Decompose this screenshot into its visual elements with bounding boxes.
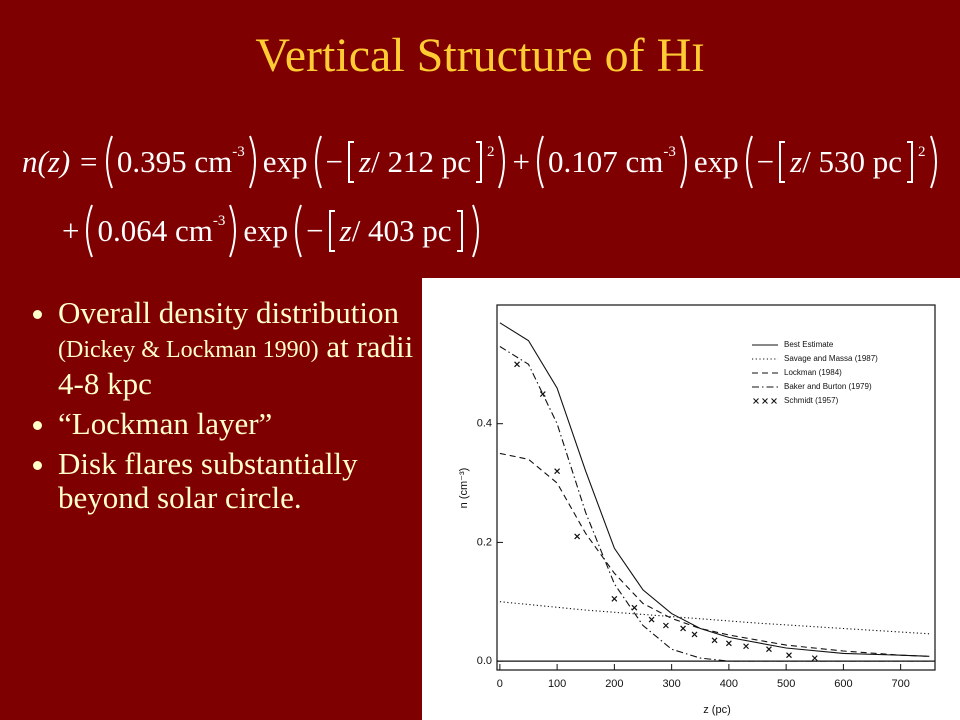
y-tick-label: 0.2 bbox=[477, 536, 492, 548]
equation-line: + 0.064 cm -3 exp − z / 403 pc bbox=[62, 203, 486, 259]
marker bbox=[743, 643, 749, 650]
x-tick-label: 400 bbox=[720, 678, 738, 690]
x-tick-label: 700 bbox=[891, 678, 909, 690]
paren bbox=[102, 134, 114, 190]
marker bbox=[611, 595, 618, 602]
paren bbox=[471, 203, 483, 259]
y-tick-label: 0.0 bbox=[477, 655, 492, 667]
plot-frame bbox=[496, 304, 936, 671]
marker bbox=[648, 616, 655, 623]
bullet-text: Disk flares substantially beyond solar c… bbox=[58, 446, 358, 515]
legend-label: Best Estimate bbox=[784, 340, 834, 349]
bullet: Disk flares substantially beyond solar c… bbox=[58, 447, 428, 515]
eq-power: 2 bbox=[486, 143, 495, 160]
bullet-text: “Lockman layer” bbox=[58, 406, 273, 441]
legend-label: Baker and Burton (1979) bbox=[784, 382, 872, 391]
bracket bbox=[777, 140, 787, 184]
eq-unit-exp: -3 bbox=[663, 143, 676, 160]
x-tick-label: 100 bbox=[548, 678, 566, 690]
marker bbox=[514, 361, 520, 368]
paren bbox=[228, 203, 240, 259]
eq-func: exp bbox=[693, 144, 739, 179]
slide-title: Vertical Structure of HI bbox=[0, 28, 960, 83]
eq-plus: + bbox=[62, 213, 80, 248]
eq-rest: / 212 pc bbox=[371, 144, 471, 179]
chart: z (pc) n (cm⁻³) 0 100 200 300 400 500 600 700 0.… bbox=[422, 278, 960, 720]
eq-plus: + bbox=[512, 144, 530, 179]
marker bbox=[631, 604, 638, 611]
eq-rest: / 530 pc bbox=[802, 144, 903, 179]
legend-label: Lockman (1984) bbox=[784, 368, 842, 377]
paren bbox=[497, 134, 509, 190]
x-tick-label: 0 bbox=[497, 678, 503, 690]
series-line bbox=[499, 452, 930, 657]
marker bbox=[766, 646, 772, 653]
bracket bbox=[905, 140, 915, 184]
paren bbox=[929, 134, 941, 190]
paren bbox=[82, 203, 94, 259]
series-line bbox=[499, 346, 930, 662]
eq-neg: − bbox=[756, 144, 775, 179]
citation: (Dickey & Lockman 1990) bbox=[58, 337, 319, 363]
bullet-list: Overall density distribution (Dickey & L… bbox=[22, 296, 428, 521]
equation-line: n(z) = 0.395 cm -3 exp − z / 212 pc 2 + 0… bbox=[22, 134, 944, 190]
title-main: Vertical Structure of H bbox=[255, 29, 692, 82]
eq-power: 2 bbox=[918, 143, 926, 160]
marker bbox=[725, 640, 732, 647]
legend-label: Savage and Massa (1987) bbox=[784, 354, 878, 363]
title-ion: I bbox=[691, 35, 705, 80]
marker bbox=[554, 468, 561, 475]
eq-var: z bbox=[790, 144, 803, 179]
marker bbox=[786, 652, 792, 659]
legend-marker bbox=[771, 398, 777, 404]
marker bbox=[691, 631, 698, 638]
legend-label: Schmidt (1957) bbox=[784, 396, 839, 405]
paren bbox=[248, 134, 260, 190]
paren bbox=[742, 134, 754, 190]
bracket bbox=[346, 140, 356, 184]
bullet: Overall density distribution (Dickey & L… bbox=[58, 296, 428, 401]
eq-var: z bbox=[359, 144, 372, 179]
marker bbox=[574, 533, 581, 540]
eq-coef: 0.064 cm bbox=[97, 213, 213, 248]
marker bbox=[711, 637, 718, 644]
eq-rest: / 403 pc bbox=[351, 213, 452, 248]
paren bbox=[679, 134, 691, 190]
eq-coef: 0.395 cm bbox=[116, 144, 233, 179]
paren bbox=[311, 134, 323, 190]
eq-func: exp bbox=[243, 213, 289, 248]
bullet: “Lockman layer” bbox=[58, 407, 428, 441]
bracket bbox=[327, 209, 337, 253]
legend-marker bbox=[753, 398, 759, 404]
bracket bbox=[474, 140, 484, 184]
bullet-text: Overall density distribution bbox=[58, 295, 399, 330]
eq-neg: − bbox=[325, 144, 344, 179]
x-tick-label: 600 bbox=[834, 678, 852, 690]
eq-neg: − bbox=[306, 213, 324, 248]
marker bbox=[539, 391, 546, 397]
paren bbox=[291, 203, 303, 259]
legend-marker bbox=[762, 398, 768, 404]
marker bbox=[811, 655, 818, 662]
eq-coef: 0.107 cm bbox=[547, 144, 664, 179]
series-line bbox=[499, 601, 930, 635]
marker bbox=[662, 622, 669, 629]
series-line bbox=[499, 322, 930, 657]
bullet-text: at radii 4-8 kpc bbox=[58, 329, 414, 401]
marker bbox=[680, 625, 687, 632]
eq-unit-exp: -3 bbox=[232, 143, 245, 160]
paren bbox=[533, 134, 545, 190]
x-axis-label: z (pc) bbox=[703, 704, 731, 716]
x-tick-label: 300 bbox=[662, 678, 680, 690]
x-tick-label: 200 bbox=[605, 678, 623, 690]
y-tick-label: 0.4 bbox=[477, 418, 492, 430]
eq-var: z bbox=[339, 213, 352, 248]
y-axis-label: n (cm⁻³) bbox=[458, 468, 470, 509]
x-tick-label: 500 bbox=[777, 678, 795, 690]
eq-unit-exp: -3 bbox=[212, 212, 226, 229]
bracket bbox=[455, 209, 465, 253]
eq-func: exp bbox=[262, 144, 308, 179]
eq-lhs: n(z) = bbox=[22, 144, 99, 179]
